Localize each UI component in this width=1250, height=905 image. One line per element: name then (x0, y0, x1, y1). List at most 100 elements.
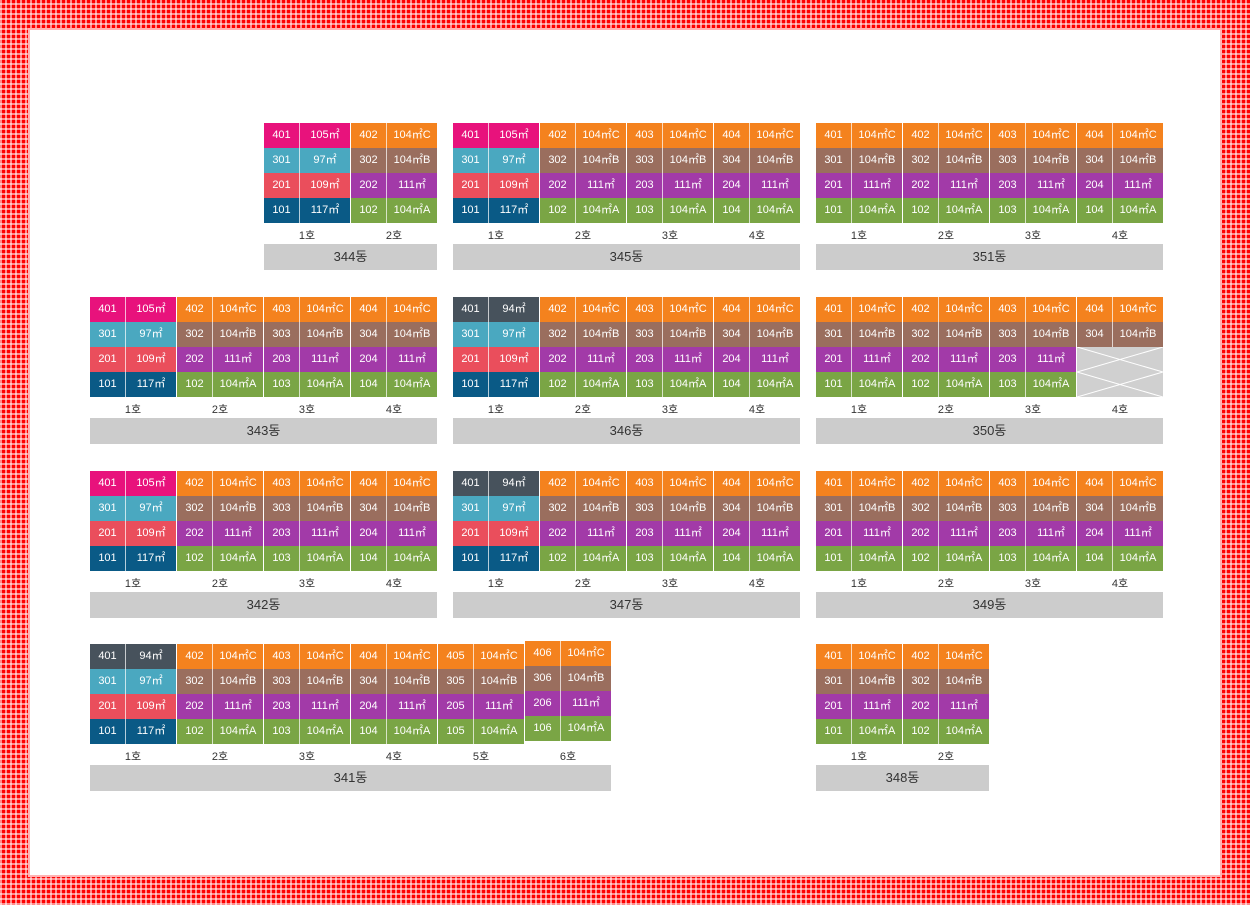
unit-area: 111㎡ (311, 700, 339, 712)
unit-number: 301 (453, 496, 489, 521)
unit-number: 404 (1077, 471, 1113, 496)
unit-number: 101 (453, 546, 489, 571)
apartment-unit: 203 111㎡ (990, 521, 1076, 546)
unit-area: 104㎡B (756, 328, 794, 340)
apartment-unit: 102 104㎡A (903, 719, 989, 744)
unit-area: 111㎡ (587, 179, 615, 191)
unit-number: 301 (816, 496, 852, 521)
unit-number: 303 (264, 669, 300, 694)
apartment-unit: 402 104㎡C (540, 123, 626, 148)
unit-number: 101 (453, 198, 489, 223)
apartment-unit: 301 104㎡B (816, 322, 902, 347)
unit-column-3: 403 104㎡C 303 104㎡B 203 111㎡ 103 104㎡A (627, 297, 713, 397)
unit-area: 111㎡ (398, 179, 426, 191)
apartment-unit: 202 111㎡ (903, 521, 989, 546)
unit-area: 104㎡C (756, 303, 794, 315)
apartment-unit: 102 104㎡A (903, 546, 989, 571)
unit-column-label: 2호 (937, 751, 955, 763)
unit-area: 104㎡A (1032, 552, 1070, 564)
unit-column-1: 401 104㎡C 301 104㎡B 201 111㎡ 101 104㎡A (816, 644, 902, 744)
apartment-unit: 405 104㎡C (438, 644, 524, 669)
unit-area: 111㎡ (863, 700, 891, 712)
unit-area: 111㎡ (1037, 527, 1065, 539)
apartment-unit: 204 111㎡ (351, 347, 437, 372)
unit-number: 201 (816, 521, 852, 546)
apartment-unit: 304 104㎡B (1077, 148, 1163, 173)
apartment-unit: 401 105㎡ (453, 123, 539, 148)
unit-number: 103 (990, 198, 1026, 223)
unit-column-label: 2호 (211, 751, 229, 763)
unit-number: 303 (990, 496, 1026, 521)
unit-area: 104㎡B (858, 502, 896, 514)
unit-number: 201 (453, 521, 489, 546)
unit-number: 101 (816, 546, 852, 571)
unit-area: 104㎡A (669, 552, 707, 564)
unit-area: 104㎡B (306, 675, 344, 687)
unit-number: 103 (264, 546, 300, 571)
unit-area: 104㎡A (1032, 378, 1070, 390)
unit-number: 402 (903, 297, 939, 322)
unit-number: 301 (90, 496, 126, 521)
unit-area: 104㎡B (393, 675, 431, 687)
unit-column-4: 404 104㎡C 304 104㎡B 204 111㎡ 104 104㎡A (1077, 123, 1163, 223)
unit-column-1: 401 104㎡C 301 104㎡B 201 111㎡ 101 104㎡A (816, 297, 902, 397)
unit-area: 97㎡ (139, 675, 163, 687)
apartment-unit: 101 104㎡A (816, 372, 902, 397)
apartment-unit: 402 104㎡C (903, 471, 989, 496)
unit-number: 203 (264, 694, 300, 719)
unit-area: 104㎡A (393, 204, 431, 216)
unit-number: 302 (540, 496, 576, 521)
unit-area: 104㎡B (582, 502, 620, 514)
unit-area: 104㎡A (945, 204, 983, 216)
unit-area: 104㎡B (306, 502, 344, 514)
unit-number: 103 (990, 372, 1026, 397)
apartment-unit: 204 111㎡ (1077, 521, 1163, 546)
unit-column-4: 404 104㎡C 304 104㎡B 204 111㎡ 104 104㎡A (351, 644, 437, 744)
unit-number: 302 (351, 148, 387, 173)
unit-area: 104㎡B (1032, 328, 1070, 340)
unit-number: 403 (264, 297, 300, 322)
unit-area: 104㎡A (1119, 204, 1157, 216)
apartment-unit: 401 105㎡ (90, 471, 176, 496)
unit-column-label: 1호 (124, 404, 142, 416)
unit-number: 402 (540, 297, 576, 322)
unit-area: 109㎡ (136, 353, 166, 365)
unit-number: 103 (264, 372, 300, 397)
apartment-unit: 302 104㎡B (540, 496, 626, 521)
unit-number: 104 (351, 546, 387, 571)
unit-number: 302 (177, 496, 213, 521)
unit-column-label: 3호 (1024, 578, 1042, 590)
apartment-unit: 102 104㎡A (177, 372, 263, 397)
unit-area: 104㎡B (1119, 328, 1157, 340)
unit-area: 111㎡ (1037, 179, 1065, 191)
unit-area: 104㎡B (756, 502, 794, 514)
apartment-unit: 403 104㎡C (627, 297, 713, 322)
unit-area: 104㎡B (393, 154, 431, 166)
unit-area: 111㎡ (761, 179, 789, 191)
apartment-unit: 102 104㎡A (177, 546, 263, 571)
unit-area: 104㎡B (582, 154, 620, 166)
unit-number: 302 (903, 669, 939, 694)
unit-column-3: 403 104㎡C 303 104㎡B 203 111㎡ 103 104㎡A (990, 123, 1076, 223)
apartment-unit: 104 104㎡A (351, 719, 437, 744)
unit-number: 402 (903, 471, 939, 496)
unit-area: 104㎡A (567, 722, 605, 734)
unit-area: 104㎡C (669, 129, 707, 141)
unit-area: 104㎡B (756, 154, 794, 166)
unit-number: 304 (714, 322, 750, 347)
apartment-unit: 201 111㎡ (816, 173, 902, 198)
unit-column-1: 401 94㎡ 301 97㎡ 201 109㎡ 101 117㎡ (90, 644, 176, 744)
unit-area: 104㎡C (567, 647, 605, 659)
unit-area: 111㎡ (224, 700, 252, 712)
unit-area: 111㎡ (1124, 179, 1152, 191)
unit-number: 201 (816, 694, 852, 719)
unit-number: 202 (903, 694, 939, 719)
apartment-unit: 202 111㎡ (540, 521, 626, 546)
unit-number: 402 (177, 644, 213, 669)
unit-column-3: 403 104㎡C 303 104㎡B 203 111㎡ 103 104㎡A (627, 471, 713, 571)
unit-number: 402 (540, 123, 576, 148)
unit-area: 111㎡ (485, 700, 513, 712)
apartment-unit: 304 104㎡B (351, 669, 437, 694)
unit-column-label: 1호 (487, 230, 505, 242)
unit-area: 104㎡C (582, 129, 620, 141)
